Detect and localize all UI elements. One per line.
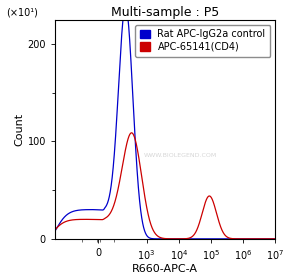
Text: (×10¹): (×10¹) — [7, 8, 38, 18]
X-axis label: R660-APC-A: R660-APC-A — [132, 264, 198, 274]
Title: Multi-sample : P5: Multi-sample : P5 — [111, 6, 219, 18]
Legend: Rat APC-IgG2a control, APC-65141(CD4): Rat APC-IgG2a control, APC-65141(CD4) — [135, 25, 271, 57]
Text: WWW.BIOLEGEND.COM: WWW.BIOLEGEND.COM — [144, 153, 217, 158]
Y-axis label: Count: Count — [15, 113, 25, 146]
